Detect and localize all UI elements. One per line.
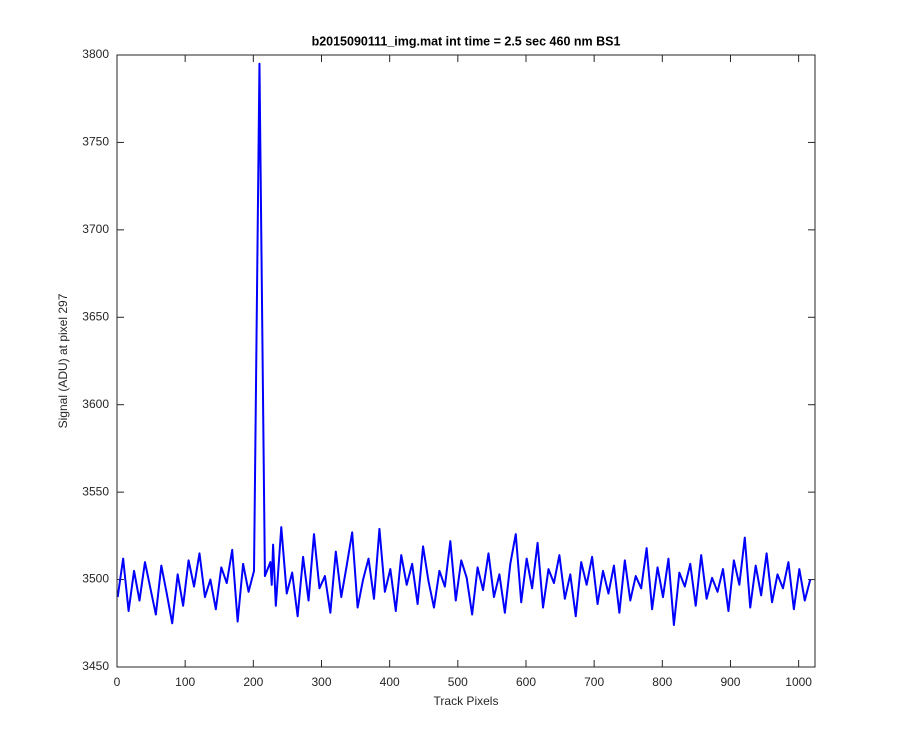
y-tick-label: 3550 bbox=[82, 484, 109, 498]
y-tick-label: 3650 bbox=[82, 309, 109, 323]
x-tick-label: 400 bbox=[380, 675, 400, 689]
axes-box bbox=[116, 54, 816, 668]
x-tick-label: 900 bbox=[720, 675, 740, 689]
x-axis-label: Track Pixels bbox=[434, 694, 499, 708]
x-tick-label: 1000 bbox=[785, 675, 812, 689]
x-tick-label: 500 bbox=[448, 675, 468, 689]
y-tick-label: 3800 bbox=[82, 47, 109, 61]
chart-title: b2015090111_img.mat int time = 2.5 sec 4… bbox=[312, 34, 621, 48]
x-tick-label: 100 bbox=[175, 675, 195, 689]
x-tick-label: 800 bbox=[652, 675, 672, 689]
y-tick-label: 3500 bbox=[82, 572, 109, 586]
y-tick-label: 3750 bbox=[82, 135, 109, 149]
x-tick-label: 600 bbox=[516, 675, 536, 689]
y-tick-label: 3600 bbox=[82, 397, 109, 411]
y-axis-label: Signal (ADU) at pixel 297 bbox=[56, 293, 70, 428]
plot-area: 0 100 200 300 400 500 600 700 800 900 1000 3450 3500… bbox=[82, 47, 815, 689]
x-tick-label: 700 bbox=[584, 675, 604, 689]
x-tick-label: 300 bbox=[311, 675, 331, 689]
x-tick-label: 0 bbox=[114, 675, 121, 689]
y-tick-label: 3450 bbox=[82, 659, 109, 673]
data-line bbox=[116, 62, 812, 627]
y-tick-label: 3700 bbox=[82, 222, 109, 236]
x-tick-label: 200 bbox=[243, 675, 263, 689]
